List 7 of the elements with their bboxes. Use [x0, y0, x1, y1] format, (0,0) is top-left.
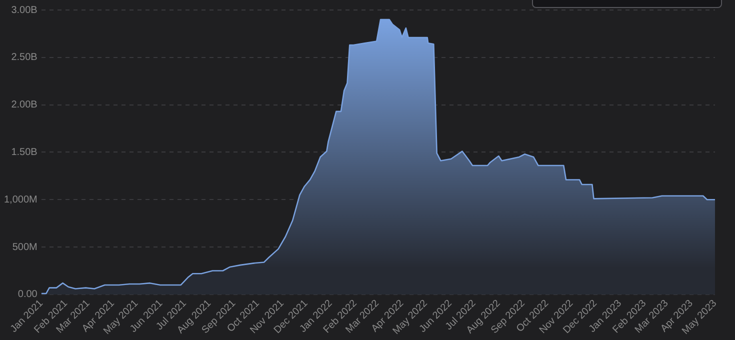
y-tick-label: 3.00B: [11, 4, 38, 16]
y-tick-label: 500M: [12, 242, 38, 253]
y-tick-label: 2.00B: [11, 100, 38, 111]
y-tick-label: 1.50B: [11, 146, 38, 158]
y-tick-label: 1,000M: [4, 194, 38, 206]
y-tick-label: 0.00: [18, 289, 38, 300]
y-tick-label: 2.50B: [11, 52, 38, 64]
